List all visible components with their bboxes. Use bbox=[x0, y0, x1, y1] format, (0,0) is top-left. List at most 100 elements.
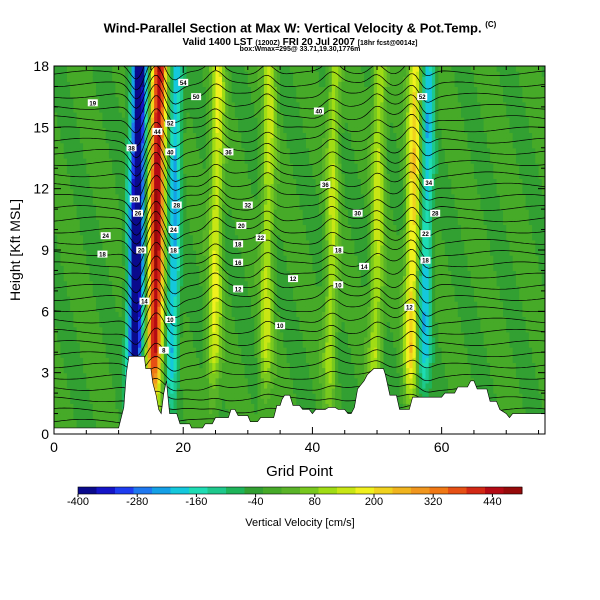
w-cell bbox=[137, 137, 142, 144]
w-cell bbox=[63, 209, 68, 215]
w-cell bbox=[170, 331, 175, 338]
w-cell bbox=[205, 91, 210, 98]
w-cell bbox=[157, 137, 162, 144]
w-cell bbox=[196, 66, 200, 72]
w-cell bbox=[254, 372, 259, 379]
w-cell bbox=[70, 132, 74, 139]
w-cell bbox=[234, 137, 239, 144]
w-cell bbox=[179, 301, 184, 307]
w-cell bbox=[199, 326, 204, 333]
w-cell bbox=[118, 336, 123, 343]
w-cell bbox=[270, 367, 275, 374]
w-cell bbox=[102, 393, 107, 399]
w-cell bbox=[241, 168, 246, 174]
w-cell bbox=[131, 296, 136, 302]
w-cell bbox=[238, 106, 242, 113]
w-cell bbox=[228, 214, 233, 220]
w-cell bbox=[112, 316, 116, 323]
w-cell bbox=[199, 296, 204, 302]
w-cell bbox=[241, 265, 246, 272]
w-cell bbox=[79, 331, 84, 338]
w-cell bbox=[83, 122, 87, 128]
w-cell bbox=[183, 193, 188, 200]
w-cell bbox=[141, 326, 146, 333]
w-cell bbox=[170, 193, 175, 200]
w-cell bbox=[189, 311, 194, 318]
w-cell bbox=[125, 306, 129, 312]
w-cell bbox=[231, 209, 236, 215]
w-cell bbox=[205, 382, 210, 389]
w-cell bbox=[92, 168, 97, 174]
w-cell bbox=[92, 336, 97, 343]
w-cell bbox=[186, 158, 191, 164]
w-cell bbox=[231, 382, 236, 389]
w-cell bbox=[218, 183, 223, 190]
w-cell bbox=[221, 311, 226, 318]
w-cell bbox=[99, 224, 104, 231]
w-cell bbox=[112, 418, 116, 425]
w-cell bbox=[241, 280, 246, 287]
w-cell bbox=[83, 321, 87, 328]
w-cell bbox=[115, 285, 120, 292]
w-cell bbox=[218, 331, 223, 338]
w-cell bbox=[202, 311, 207, 318]
w-cell bbox=[257, 367, 262, 374]
w-cell bbox=[115, 132, 120, 139]
w-cell bbox=[89, 152, 94, 159]
w-cell bbox=[66, 81, 71, 88]
w-cell bbox=[118, 388, 123, 394]
w-cell bbox=[92, 352, 97, 358]
w-cell bbox=[215, 377, 220, 384]
w-cell bbox=[167, 280, 171, 287]
w-cell bbox=[154, 152, 158, 159]
w-cell bbox=[57, 173, 62, 180]
w-cell bbox=[241, 290, 246, 297]
w-cell bbox=[218, 76, 223, 82]
w-cell bbox=[125, 112, 129, 118]
w-cell bbox=[196, 152, 200, 159]
w-cell bbox=[267, 106, 272, 113]
w-cell bbox=[192, 352, 197, 358]
w-cell bbox=[173, 188, 178, 195]
w-cell bbox=[137, 112, 142, 118]
w-cell bbox=[89, 132, 94, 139]
w-cell bbox=[83, 357, 87, 364]
w-cell bbox=[209, 168, 213, 174]
w-cell bbox=[86, 270, 91, 277]
w-cell bbox=[150, 198, 155, 205]
w-cell bbox=[154, 101, 158, 108]
w-cell bbox=[179, 188, 184, 195]
w-cell bbox=[260, 117, 265, 123]
w-cell bbox=[176, 393, 181, 399]
w-cell bbox=[254, 265, 259, 272]
w-cell bbox=[170, 260, 175, 266]
w-cell bbox=[115, 290, 120, 297]
w-cell bbox=[92, 234, 97, 241]
w-cell bbox=[254, 224, 259, 231]
w-cell bbox=[270, 331, 275, 338]
w-cell bbox=[154, 71, 158, 77]
w-cell bbox=[160, 296, 165, 302]
w-cell bbox=[199, 117, 204, 123]
w-cell bbox=[186, 71, 191, 77]
w-cell bbox=[112, 382, 116, 389]
w-cell bbox=[183, 132, 188, 139]
w-cell bbox=[257, 173, 262, 180]
w-cell bbox=[244, 81, 249, 88]
w-cell bbox=[186, 106, 191, 113]
w-cell bbox=[108, 219, 113, 226]
w-cell bbox=[234, 214, 239, 220]
w-cell bbox=[115, 178, 120, 185]
w-cell bbox=[215, 152, 220, 159]
w-cell bbox=[137, 280, 142, 287]
w-cell bbox=[54, 188, 58, 195]
w-cell bbox=[128, 173, 133, 180]
w-cell bbox=[257, 311, 262, 318]
w-cell bbox=[150, 224, 155, 231]
w-cell bbox=[102, 132, 107, 139]
w-cell bbox=[196, 316, 200, 323]
w-cell bbox=[205, 321, 210, 328]
w-cell bbox=[163, 377, 168, 384]
w-cell bbox=[247, 250, 252, 256]
w-cell bbox=[263, 413, 268, 420]
